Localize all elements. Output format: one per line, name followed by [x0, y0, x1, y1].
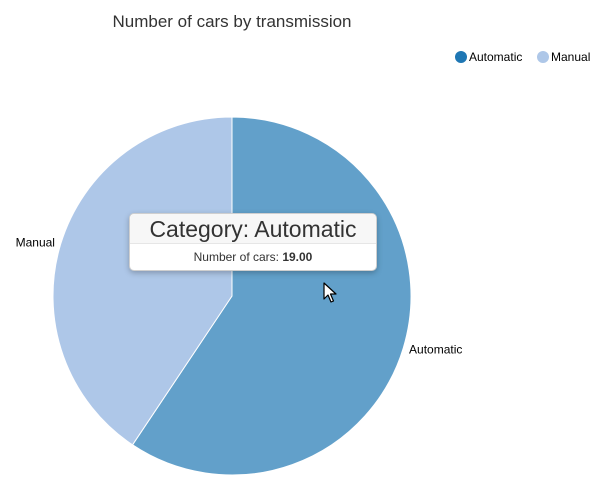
pie: Automatic Manual [16, 116, 462, 476]
tooltip-header: Category: Automatic [130, 214, 376, 244]
legend: Automatic Manual [455, 50, 590, 64]
tooltip-body: Number of cars: 19.00 [130, 244, 376, 271]
legend-item-automatic[interactable]: Automatic [455, 50, 522, 64]
legend-item-manual[interactable]: Manual [537, 50, 590, 64]
pie-label-automatic: Automatic [409, 343, 462, 357]
tooltip-metric-value: 19.00 [282, 250, 313, 264]
pie-label-manual: Manual [16, 235, 55, 249]
pie-slice-automatic[interactable] [131, 116, 412, 476]
arrow-pointer-icon [323, 282, 337, 303]
tooltip-metric-label: Number of cars: [193, 250, 279, 264]
legend-label-manual: Manual [551, 50, 590, 64]
legend-swatch-automatic [455, 51, 467, 63]
legend-label-automatic: Automatic [469, 50, 522, 64]
chart-title: Number of cars by transmission [112, 12, 351, 31]
tooltip: Category: Automatic Number of cars: 19.0… [129, 213, 377, 271]
legend-swatch-manual [537, 51, 549, 63]
pie-slice-manual[interactable] [52, 116, 233, 446]
